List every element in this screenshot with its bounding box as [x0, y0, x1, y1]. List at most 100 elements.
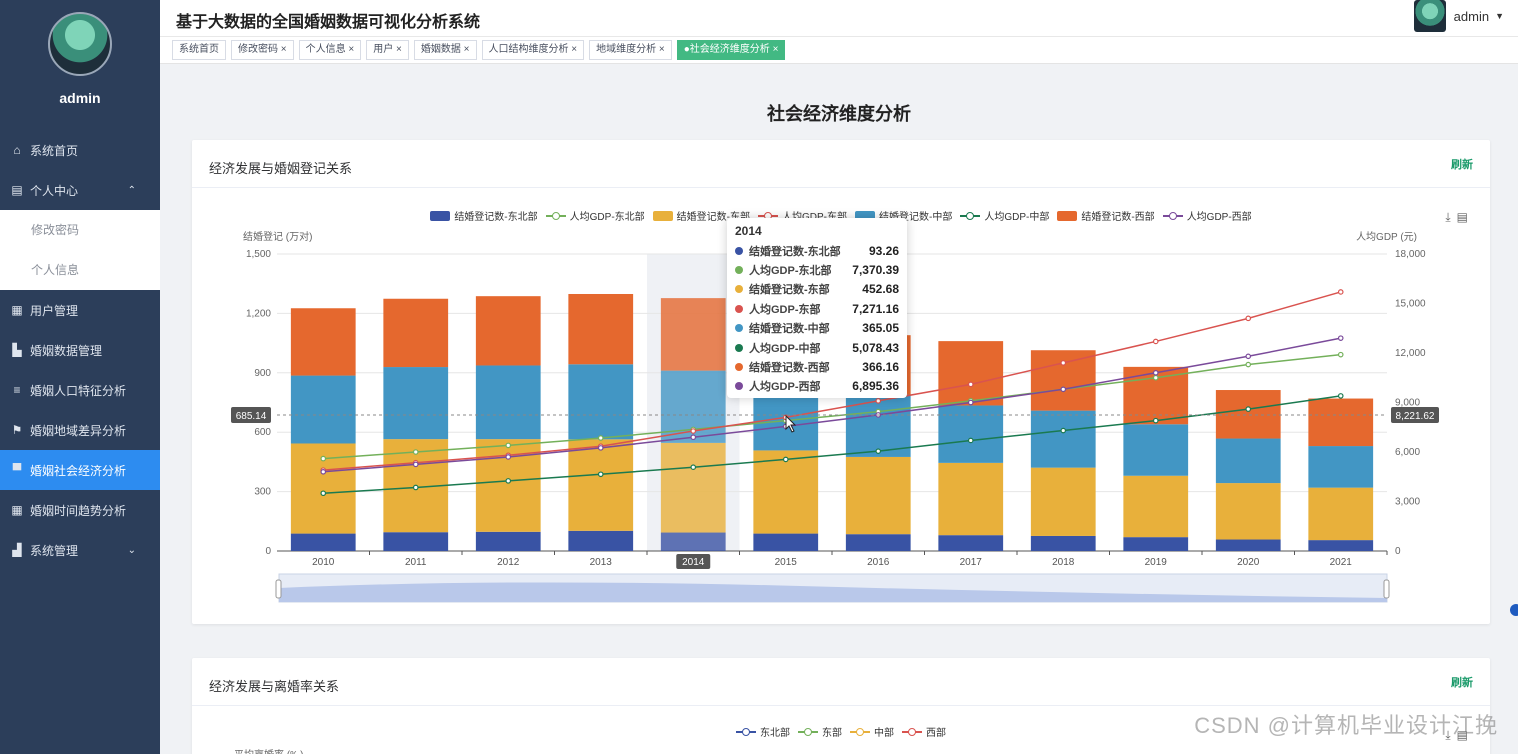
header-username: admin	[1453, 8, 1490, 24]
watermark: CSDN @计算机毕业设计江挽	[1194, 713, 1498, 738]
sidebar-item-label: 用户管理	[30, 303, 79, 318]
legend-item[interactable]: 中部	[850, 724, 894, 739]
legend-item[interactable]: 人均GDP-西部	[1162, 208, 1252, 223]
sidebar-item-population[interactable]: ≡ 婚姻人口特征分析	[0, 370, 160, 410]
tooltip-series-name: 人均GDP-东部	[749, 303, 821, 316]
side-float-button[interactable]	[1510, 604, 1518, 616]
flag-icon: ⚑	[11, 423, 23, 437]
chart-legend-divorce: 东北部 东部 中部 西部	[192, 724, 1490, 740]
legend-label: 结婚登记数-中部	[879, 212, 953, 223]
tooltip-row: 结婚登记数-东北部 93.26	[735, 241, 899, 260]
legend-item[interactable]: 结婚登记数-西部	[1057, 208, 1155, 223]
system-title: 基于大数据的全国婚姻数据可视化分析系统	[176, 14, 481, 31]
legend-label: 中部	[874, 728, 894, 739]
sidebar-item-region[interactable]: ⚑ 婚姻地域差异分析	[0, 410, 160, 450]
sidebar: admin ⌂ 系统首页 ▤ 个人中心 ⌃ 修改密码 个人信息 ▦ 用户管理 ▙…	[0, 0, 160, 754]
sidebar-item-marriage-data[interactable]: ▙ 婚姻数据管理	[0, 330, 160, 370]
tooltip-row: 结婚登记数-中部 365.05	[735, 319, 899, 338]
tab-bar: 系统首页 修改密码 × 个人信息 × 用户 × 婚姻数据 × 人口结构维度分析 …	[160, 37, 1518, 64]
user-dropdown[interactable]: admin ▼	[1413, 0, 1504, 32]
legend-swatch	[855, 210, 875, 221]
sidebar-item-label: 婚姻时间趋势分析	[30, 503, 127, 518]
axis-label-divorce: 平均离婚率 (‰)	[234, 746, 303, 754]
tooltip-series-name: 结婚登记数-中部	[749, 323, 830, 336]
data-view-icon[interactable]: ▤	[1456, 210, 1468, 224]
chart-toolbox: ⤓ ▤	[1439, 210, 1468, 225]
legend-item[interactable]: 结婚登记数-中部	[855, 208, 952, 223]
legend-swatch	[798, 727, 818, 737]
tab-change-password[interactable]: 修改密码 ×	[231, 40, 294, 60]
tab-marriage-data[interactable]: 婚姻数据 ×	[413, 40, 477, 60]
submenu-change-password[interactable]: 修改密码	[31, 223, 80, 237]
data-icon: ▙	[12, 343, 22, 357]
legend-swatch	[652, 210, 673, 221]
sidebar-username: admin	[59, 90, 101, 106]
tab-profile[interactable]: 个人信息 ×	[298, 40, 362, 60]
sidebar-item-label: 个人中心	[30, 183, 79, 198]
legend-label: 西部	[926, 728, 946, 739]
tooltip-dot	[735, 324, 743, 333]
tab-population-analysis[interactable]: 人口结构维度分析 ×	[481, 40, 585, 60]
legend-label: 东部	[822, 728, 842, 739]
tooltip-row: 结婚登记数-西部 366.16	[735, 357, 899, 376]
tab-users[interactable]: 用户 ×	[366, 40, 409, 60]
submenu-profile[interactable]: 个人信息	[31, 263, 80, 277]
legend-item[interactable]: 东部	[798, 724, 842, 739]
legend-item[interactable]: 西部	[902, 724, 946, 739]
grid-icon: ▦	[11, 503, 23, 517]
refresh-button[interactable]: 刷新	[1451, 677, 1473, 689]
tab-socio-economic-analysis[interactable]: ●社会经济维度分析 ×	[676, 40, 786, 60]
legend-label: 人均GDP-中部	[984, 212, 1050, 223]
legend-label: 结婚登记数-东北部	[454, 212, 538, 223]
tooltip-value: 366.16	[862, 360, 899, 375]
download-icon[interactable]: ⤓	[1445, 728, 1451, 742]
caret-down-icon: ▼	[1495, 11, 1504, 21]
avatar-wrap	[0, 0, 160, 76]
tooltip-dot	[735, 285, 743, 294]
avatar[interactable]	[48, 12, 112, 76]
display-icon: ▀	[12, 463, 22, 477]
legend-item[interactable]: 人均GDP-中部	[960, 208, 1049, 223]
legend-item[interactable]: 结婚登记数-东部	[652, 208, 750, 223]
tooltip-value: 7,271.16	[852, 301, 899, 316]
tooltip-dot	[735, 266, 743, 275]
tooltip-value: 365.05	[862, 321, 899, 336]
sidebar-item-user-center[interactable]: ▤ 个人中心 ⌃	[0, 170, 160, 210]
sidebar-item-system[interactable]: ▟ 系统管理 ⌄	[0, 530, 160, 570]
tooltip-series-name: 人均GDP-东北部	[749, 265, 832, 278]
card-header: 经济发展与婚姻登记关系 刷新	[192, 140, 1490, 188]
sidebar-item-home[interactable]: ⌂ 系统首页	[0, 130, 160, 170]
legend-item[interactable]: 结婚登记数-东北部	[430, 208, 538, 223]
page-title: 社会经济维度分析	[767, 104, 911, 124]
tooltip-row: 人均GDP-西部 6,895.36	[735, 377, 899, 396]
header-avatar[interactable]	[1413, 0, 1446, 32]
tooltip-dot	[735, 363, 743, 372]
tooltip-title: 2014	[735, 224, 762, 238]
tooltip-row: 人均GDP-东北部 7,370.39	[735, 260, 899, 279]
legend-item[interactable]: 东北部	[736, 724, 790, 739]
tooltip-dot	[735, 246, 743, 255]
tooltip-dot	[735, 343, 743, 352]
chart-tooltip: 2014 结婚登记数-东北部 93.26 人均GDP-东北部 7,370.39 结婚登记…	[727, 218, 907, 398]
legend-item[interactable]: 人均GDP-东北部	[545, 208, 645, 223]
card-title: 经济发展与婚姻登记关系	[209, 161, 353, 176]
sidebar-item-socio-economic[interactable]: ▀ 婚姻社会经济分析	[0, 450, 160, 490]
sidebar-item-time-trend[interactable]: ▦ 婚姻时间趋势分析	[0, 490, 160, 530]
tab-region-analysis[interactable]: 地域维度分析 ×	[589, 40, 672, 60]
legend-label: 东北部	[760, 728, 790, 739]
legend-label: 人均GDP-东北部	[569, 212, 645, 223]
chart-toolbox-divorce: ⤓ ▤	[1439, 728, 1468, 743]
sliders-icon: ≡	[13, 383, 21, 397]
user-center-icon: ▤	[11, 183, 23, 197]
legend-label: 人均GDP-东部	[782, 208, 847, 223]
tooltip-value: 5,078.43	[852, 340, 899, 355]
tab-home[interactable]: 系统首页	[172, 40, 226, 60]
data-view-icon[interactable]: ▤	[1456, 728, 1468, 742]
sidebar-item-users[interactable]: ▦ 用户管理	[0, 290, 160, 330]
sidebar-item-label: 系统首页	[30, 143, 79, 158]
refresh-button[interactable]: 刷新	[1451, 159, 1473, 171]
tooltip-value: 452.68	[862, 282, 899, 297]
download-icon[interactable]: ⤓	[1445, 210, 1451, 224]
tooltip-series-name: 人均GDP-中部	[749, 342, 821, 355]
